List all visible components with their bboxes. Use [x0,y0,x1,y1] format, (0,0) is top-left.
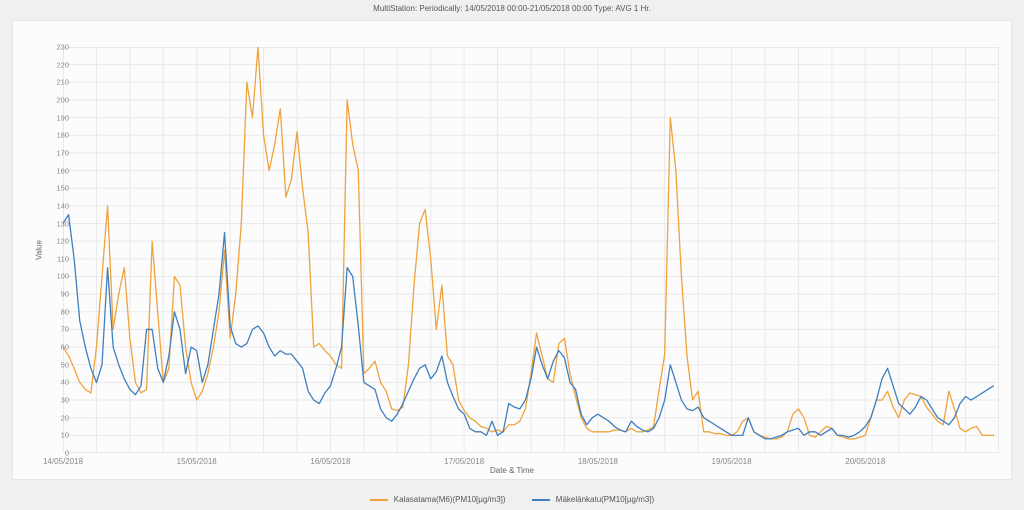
y-tick-label: 60 [47,343,69,352]
x-tick-label: 16/05/2018 [310,457,350,466]
y-tick-label: 110 [47,254,69,263]
y-tick-label: 230 [47,43,69,52]
legend-item-makelankatu: Mäkelänkatu(PM10[µg/m3]) [532,495,654,504]
x-tick-label: 20/05/2018 [845,457,885,466]
y-tick-label: 30 [47,396,69,405]
y-tick-label: 160 [47,166,69,175]
chart-legend: Kalasatama(M6)(PM10[µg/m3]) Mäkelänkatu(… [0,494,1024,505]
legend-label: Mäkelänkatu(PM10[µg/m3]) [556,495,654,504]
page-root: MultiStation: Periodically: 14/05/2018 0… [0,0,1024,510]
x-tick-label: 19/05/2018 [712,457,752,466]
y-tick-label: 10 [47,431,69,440]
y-tick-label: 140 [47,201,69,210]
x-tick-label: 18/05/2018 [578,457,618,466]
chart-plot-area [63,47,999,453]
y-tick-label: 120 [47,237,69,246]
legend-label: Kalasatama(M6)(PM10[µg/m3]) [394,495,506,504]
y-tick-label: 70 [47,325,69,334]
y-tick-label: 100 [47,272,69,281]
y-axis-label: Value [34,240,43,260]
x-axis-label: Date & Time [13,466,1011,475]
y-tick-label: 210 [47,78,69,87]
y-tick-label: 190 [47,113,69,122]
legend-swatch [370,499,388,501]
x-tick-label: 17/05/2018 [444,457,484,466]
chart-panel: Value 0102030405060708090100110120130140… [12,20,1012,480]
y-tick-label: 150 [47,184,69,193]
y-tick-label: 40 [47,378,69,387]
legend-item-kalasatama: Kalasatama(M6)(PM10[µg/m3]) [370,495,506,504]
y-tick-label: 20 [47,413,69,422]
x-tick-label: 14/05/2018 [43,457,83,466]
y-tick-label: 50 [47,360,69,369]
y-tick-label: 200 [47,95,69,104]
y-tick-label: 170 [47,148,69,157]
y-tick-label: 180 [47,131,69,140]
x-tick-label: 15/05/2018 [177,457,217,466]
y-tick-label: 90 [47,290,69,299]
legend-swatch [532,499,550,501]
y-tick-label: 220 [47,60,69,69]
y-tick-label: 130 [47,219,69,228]
chart-title: MultiStation: Periodically: 14/05/2018 0… [0,4,1024,13]
y-tick-label: 80 [47,307,69,316]
